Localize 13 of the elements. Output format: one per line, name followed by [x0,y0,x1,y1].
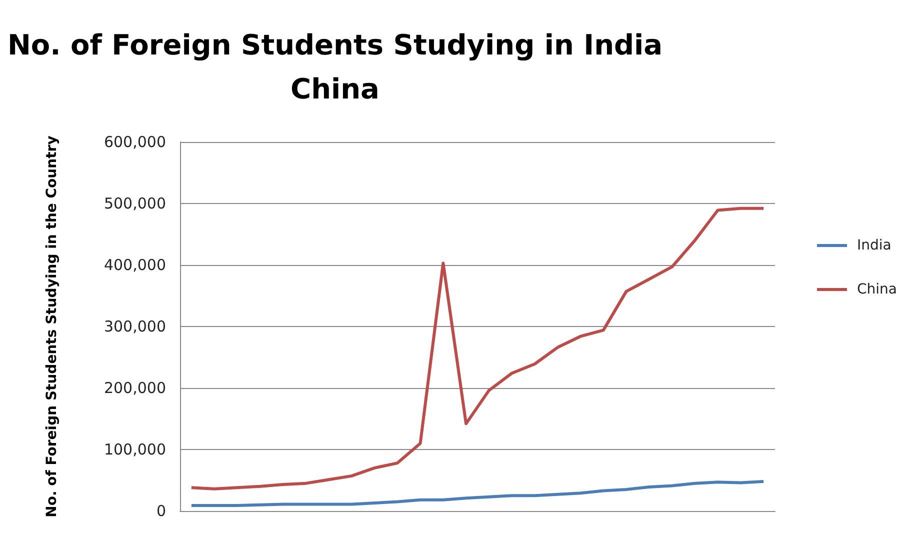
line-series [190,206,766,490]
y-tick-label: 400,000 [104,256,166,274]
chart-title: No. of Foreign Students Studying in India China [7,28,663,106]
y-tick-label: 200,000 [104,379,166,397]
y-axis-title: No. of Foreign Students Studying in the Country [44,136,60,518]
legend-label: China [857,282,898,298]
line-series [190,480,766,507]
y-tick-label: 500,000 [104,194,166,212]
legend-label: India [857,238,892,254]
y-tick-label: 300,000 [104,318,166,336]
y-tick-label: 600,000 [104,133,166,151]
y-tick-label: 100,000 [104,440,166,458]
y-tick-label: 0 [156,502,166,520]
